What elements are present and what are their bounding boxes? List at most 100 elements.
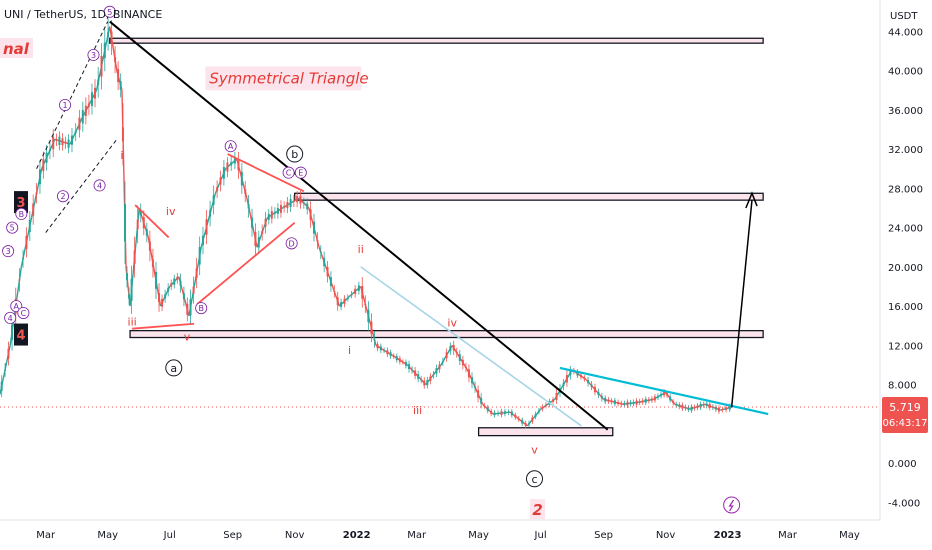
candle-body: [244, 189, 247, 194]
wave-label-circle: [15, 207, 28, 220]
candle-body: [289, 199, 292, 208]
candle-body: [261, 231, 264, 234]
candle-body: [222, 167, 225, 179]
candle-body: [626, 401, 629, 406]
candle-body: [432, 374, 435, 376]
candle-body: [32, 203, 35, 216]
candle-body: [590, 384, 593, 387]
candle-body: [534, 414, 537, 417]
candle-body: [209, 210, 212, 217]
candle-body: [411, 369, 414, 371]
candle-body: [312, 221, 315, 234]
candle-body: [326, 267, 329, 277]
wave-label: iii: [413, 404, 422, 417]
x-tick-label: May: [839, 530, 860, 541]
wave-label: ii: [358, 243, 364, 256]
candle-body: [452, 345, 455, 351]
candle-body: [148, 241, 151, 251]
wave-label-box: [14, 191, 28, 214]
candle-body: [64, 142, 67, 144]
wave-label: iii: [128, 316, 137, 329]
candle-body: [42, 159, 45, 172]
candle-body: [617, 401, 620, 405]
candle-body: [514, 414, 517, 418]
candle-body: [0, 381, 3, 391]
candle-body: [544, 404, 547, 407]
candle-body: [449, 346, 452, 352]
wave-label: A: [14, 302, 20, 311]
wave-label-circle: [103, 5, 116, 18]
candle-body: [620, 402, 623, 405]
candle-body: [119, 81, 122, 90]
candle-body: [309, 209, 312, 220]
last-price-value: 5.719: [889, 401, 921, 414]
candle-body: [333, 291, 336, 293]
wave-label: 2: [532, 501, 542, 519]
candle-body: [173, 278, 176, 285]
candle-body: [267, 213, 270, 220]
candle-body: [672, 401, 675, 404]
candle-body: [607, 399, 610, 402]
candle-body: [357, 285, 360, 291]
candle-body: [48, 149, 51, 152]
wave-label: i: [120, 149, 123, 162]
candle-body: [477, 390, 480, 398]
y-tick-label: 40.000: [888, 67, 923, 78]
candle-body: [176, 276, 179, 280]
wave-label-circle: [57, 190, 70, 203]
candle-body: [286, 201, 289, 209]
candle-body: [717, 407, 720, 412]
x-tick-label: Mar: [778, 530, 798, 541]
candle-body: [728, 405, 731, 410]
candle-body: [74, 130, 77, 134]
candle-body: [110, 31, 113, 44]
wave-label-box: [530, 499, 546, 520]
wave-label-box: [0, 38, 33, 59]
candle-body: [164, 294, 167, 299]
wave-label: 2: [60, 192, 65, 201]
impulse-channel-line: [45, 139, 118, 233]
wave-label: 4: [8, 314, 13, 323]
main-trendline: [109, 20, 609, 431]
candle-body: [343, 298, 346, 304]
candle-body: [195, 268, 198, 278]
x-tick-label: 2022: [343, 530, 371, 541]
candle-body: [126, 273, 129, 281]
candle-body: [279, 205, 282, 213]
candle-body: [693, 406, 696, 409]
candle-body: [493, 412, 496, 416]
wave-label: A: [228, 142, 234, 151]
wave-label: B: [19, 210, 25, 219]
candle-body: [417, 374, 420, 379]
candle-body: [521, 419, 524, 424]
candle-body: [699, 403, 702, 408]
candle-body: [565, 375, 568, 383]
candle-body: [237, 160, 240, 171]
candle-body: [254, 232, 257, 247]
candle-body: [151, 259, 154, 268]
candle-body: [136, 219, 139, 230]
candle-body: [467, 369, 470, 378]
candle-body: [186, 303, 189, 315]
candle-body: [690, 406, 693, 411]
candle-body: [158, 293, 161, 303]
candle-body: [299, 195, 302, 204]
price-segment: [603, 398, 624, 405]
chart-title: UNI / TetherUS, 1D, BINANCE: [4, 8, 163, 21]
candle-body: [441, 361, 444, 363]
zone-3: [129, 329, 764, 339]
candle-body: [429, 376, 432, 381]
red-channel-line: [196, 222, 296, 305]
wave-label-circle: [4, 311, 17, 324]
candle-body: [610, 400, 613, 403]
candle-body: [623, 403, 626, 406]
candle-body: [230, 162, 233, 166]
candle-body: [55, 138, 58, 141]
candle-body: [486, 407, 489, 412]
candle-body: [167, 287, 170, 292]
x-tick-label: Sep: [594, 530, 613, 541]
candle-body: [389, 352, 392, 357]
candle-body: [684, 406, 687, 409]
